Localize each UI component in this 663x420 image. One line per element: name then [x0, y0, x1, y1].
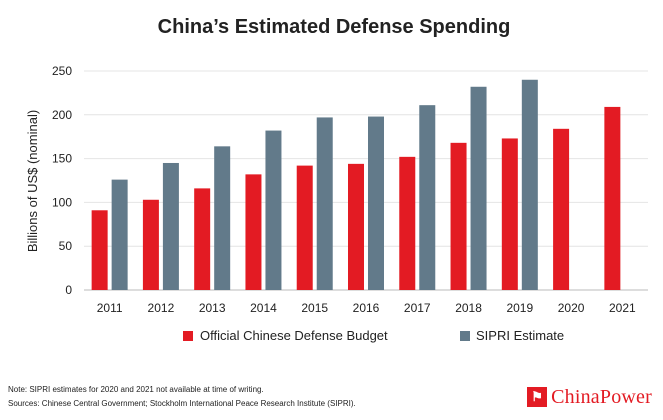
bar-official-2016: [348, 163, 364, 290]
bar-sipri-2011: [111, 179, 128, 290]
bar-official-2020: [553, 128, 570, 290]
sources: Sources: Chinese Central Government; Sto…: [8, 399, 356, 408]
footnote: Note: SIPRI estimates for 2020 and 2021 …: [8, 385, 264, 394]
y-tick-label: 50: [59, 239, 73, 253]
legend-label-official: Official Chinese Defense Budget: [200, 328, 388, 343]
x-tick-label: 2012: [148, 301, 175, 315]
y-tick-label: 150: [52, 152, 72, 166]
bar-sipri-2014: [265, 130, 282, 290]
x-tick-label: 2021: [609, 301, 636, 315]
bar-sipri-2018: [470, 86, 487, 290]
bar-official-2015: [296, 165, 313, 290]
bar-official-2012: [142, 199, 159, 290]
x-tick-label: 2013: [199, 301, 226, 315]
x-tick-label: 2017: [404, 301, 431, 315]
bar-sipri-2016: [368, 116, 384, 290]
y-tick-label: 100: [52, 195, 72, 209]
x-tick-label: 2015: [301, 301, 328, 315]
legend-swatch-sipri: [460, 331, 470, 341]
bar-official-2014: [245, 174, 262, 290]
bar-official-2019: [501, 138, 518, 290]
x-tick-label: 2011: [97, 301, 123, 315]
bar-official-2017: [399, 156, 416, 290]
x-axis-ticks: 2011 2012 2013 2014 2015 2016 2017 2018 2019 2020…: [97, 301, 636, 315]
bar-official-2018: [450, 142, 467, 290]
x-tick-label: 2020: [558, 301, 585, 315]
y-axis-ticks: 0 50 100 150 200 250: [52, 64, 72, 297]
bar-official-2011: [91, 210, 108, 290]
x-tick-label: 2014: [250, 301, 277, 315]
chart-title: China’s Estimated Defense Spending: [158, 16, 511, 38]
bar-sipri-2015: [316, 117, 333, 290]
bar-sipri-2019: [521, 79, 538, 290]
lantern-icon: ⚑: [527, 387, 548, 407]
legend: Official Chinese Defense Budget SIPRI Es…: [183, 328, 564, 343]
brand-logo: ⚑ ChinaPower: [527, 386, 652, 408]
bar-sipri-2012: [162, 162, 179, 290]
x-tick-label: 2016: [353, 301, 380, 315]
x-tick-label: 2018: [455, 301, 482, 315]
legend-label-sipri: SIPRI Estimate: [476, 328, 564, 343]
bars: [91, 79, 621, 290]
x-tick-label: 2019: [506, 301, 533, 315]
y-tick-label: 250: [52, 64, 72, 78]
bar-official-2021: [604, 106, 621, 290]
y-tick-label: 200: [52, 108, 72, 122]
y-tick-label: 0: [65, 283, 72, 297]
bar-official-2013: [194, 188, 211, 290]
y-axis-label: Billions of US$ (nominal): [25, 110, 40, 252]
legend-swatch-official: [183, 331, 193, 341]
bar-sipri-2013: [214, 146, 231, 290]
brand-name: ChinaPower: [551, 385, 652, 408]
bar-sipri-2017: [419, 105, 436, 290]
